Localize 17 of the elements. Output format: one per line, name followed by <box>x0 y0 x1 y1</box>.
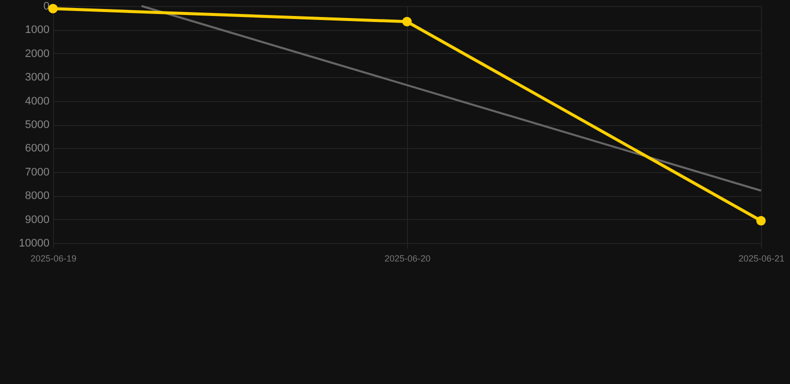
y-tick-label: 1000 <box>25 24 50 36</box>
x-tick-label: 2025-06-19 <box>30 254 77 264</box>
y-tick-label: 7000 <box>25 166 50 178</box>
y-tick-label: 4000 <box>25 95 50 108</box>
y-tick-label: 9000 <box>25 214 50 226</box>
y-tick-label: 10000 <box>18 238 50 250</box>
point <box>402 16 412 26</box>
x-tick-label: 2025-06-20 <box>384 254 431 264</box>
y-tick-label: 0 <box>43 0 50 12</box>
y-tick-label: 3000 <box>25 72 50 84</box>
x-tick-label: 2025-06-21 <box>738 254 785 264</box>
y-tick-label: 2000 <box>25 48 50 60</box>
point <box>756 216 766 226</box>
y-tick-label: 5000 <box>25 119 50 131</box>
point <box>48 4 58 14</box>
y-tick-label: 6000 <box>25 142 50 155</box>
y-tick-label: 8000 <box>25 190 50 202</box>
